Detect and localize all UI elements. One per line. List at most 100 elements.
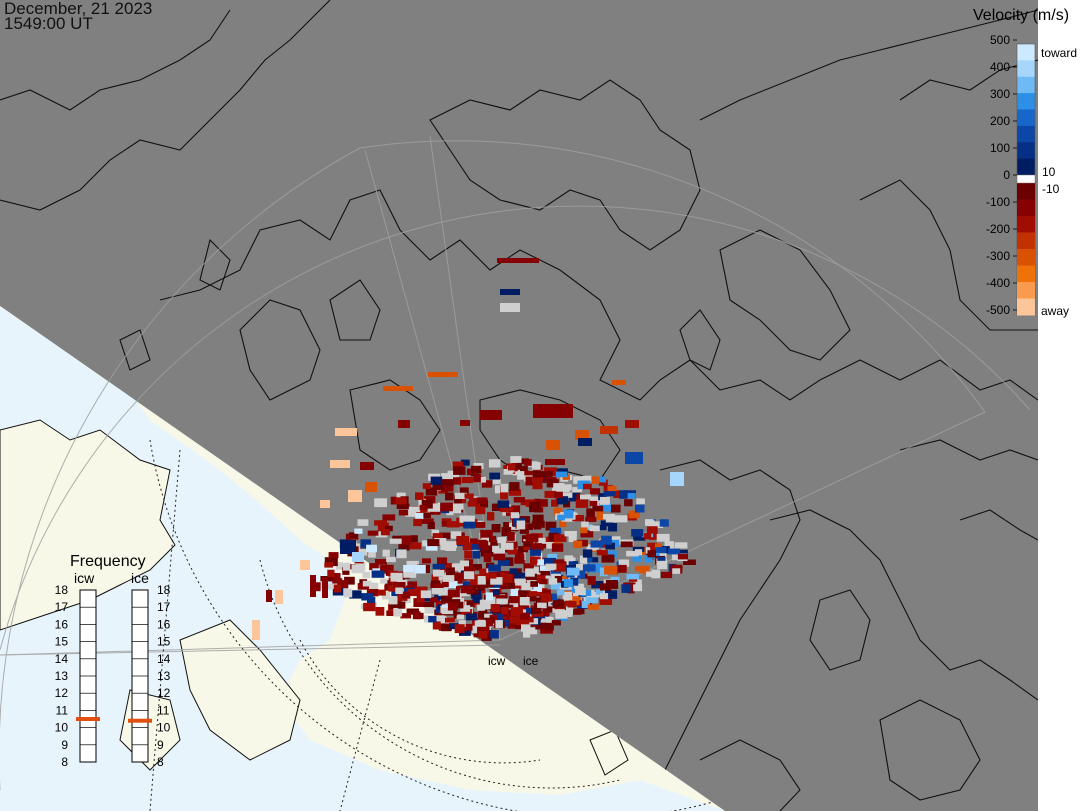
- radar-cell: [510, 607, 523, 617]
- radar-cell: [348, 490, 362, 502]
- radar-cell: [452, 461, 464, 470]
- radar-cell: [573, 540, 583, 548]
- radar-cell: [572, 487, 583, 493]
- radar-cell: [598, 479, 608, 486]
- radar-cell: [566, 606, 573, 616]
- radar-cell: [410, 535, 418, 543]
- colorbar-tick-label: -500: [986, 303, 1010, 317]
- radar-cell: [532, 514, 544, 522]
- radar-cell: [445, 541, 457, 549]
- radar-cell: [647, 550, 656, 558]
- radar-cell: [491, 503, 501, 511]
- radar-cell: [599, 583, 612, 591]
- radar-cell: [425, 487, 438, 496]
- colorbar-away-segment: [1017, 232, 1035, 250]
- radar-cell: [398, 544, 410, 551]
- radar-cell: [599, 567, 608, 577]
- radar-cell: [542, 606, 553, 613]
- radar-cell: [415, 512, 424, 520]
- radar-cell: [557, 609, 565, 618]
- radar-velocity-cells: [252, 258, 696, 641]
- frequency-tick-label: 18: [55, 583, 69, 597]
- radar-cell: [613, 490, 622, 498]
- radar-cell: [383, 386, 413, 391]
- radar-cell: [562, 591, 573, 601]
- radar-cell: [315, 582, 328, 589]
- radar-cell: [554, 534, 567, 542]
- frequency-tick-label: 10: [157, 721, 171, 735]
- radar-cell: [575, 430, 589, 440]
- radar-cell: [420, 590, 432, 599]
- radar-cell: [398, 509, 409, 516]
- radar-cell: [428, 616, 437, 623]
- radar-cell: [395, 587, 403, 594]
- radar-cell: [510, 588, 520, 597]
- radar-cell: [377, 522, 389, 531]
- radar-cell: [441, 479, 454, 487]
- radar-cell: [544, 622, 554, 631]
- radar-cell: [548, 605, 561, 613]
- radar-cell: [413, 598, 425, 607]
- radar-cell: [507, 463, 516, 471]
- colorbar-away-segment: [1017, 282, 1035, 299]
- radar-cell: [343, 588, 353, 598]
- radar-cell: [477, 604, 485, 611]
- radar-cell: [601, 554, 615, 563]
- frequency-tick-label: 18: [157, 583, 171, 597]
- radar-cell: [477, 576, 486, 585]
- radar-cell: [582, 475, 592, 483]
- radar-cell: [568, 534, 577, 542]
- radar-cell: [537, 602, 547, 609]
- radar-cell: [644, 555, 653, 563]
- frequency-tick-label: 11: [56, 703, 69, 717]
- radar-cell: [369, 563, 379, 571]
- radar-cell: [486, 630, 499, 639]
- radar-cell: [374, 498, 387, 508]
- radar-cell: [494, 485, 505, 494]
- radar-cell: [634, 549, 643, 556]
- radar-cell: [463, 571, 475, 580]
- radar-cell: [580, 530, 594, 538]
- radar-cell: [469, 538, 478, 546]
- radar-cell: [512, 468, 525, 476]
- radar-cell: [596, 511, 604, 521]
- radar-cell: [489, 472, 500, 480]
- radar-cell: [464, 550, 473, 559]
- radar-cell: [398, 420, 410, 428]
- radar-cell: [581, 521, 589, 529]
- frequency-panel: Frequency icw ice 18 18 17 17 16 16 15 15 14 14 13…: [55, 553, 171, 769]
- radar-cell: [475, 506, 486, 515]
- colorbar-toward-segment: [1017, 125, 1035, 143]
- radar-cell: [587, 604, 600, 610]
- frequency-tick-label: 16: [157, 617, 171, 631]
- radar-cell: [463, 521, 476, 529]
- geo-grid-dayside: [149, 439, 721, 811]
- radar-cell: [497, 258, 539, 263]
- radar-cell: [568, 587, 578, 593]
- radar-cell: [563, 509, 574, 519]
- radar-cell: [419, 504, 428, 511]
- radar-cell: [461, 609, 472, 615]
- radar-cell: [587, 576, 596, 585]
- colorbar-tick-label: -400: [986, 276, 1010, 290]
- radar-cell: [342, 567, 350, 575]
- radar-cell: [500, 607, 509, 615]
- radar-cell: [517, 458, 529, 465]
- radar-cell: [575, 587, 586, 596]
- radar-cell: [525, 476, 533, 486]
- radar-cell: [434, 538, 447, 545]
- radar-cell: [502, 573, 513, 583]
- radar-cell: [490, 604, 500, 612]
- radar-cell: [424, 607, 437, 614]
- radar-cell: [672, 568, 681, 574]
- radar-cell: [398, 601, 406, 609]
- radar-cell: [628, 510, 640, 519]
- frequency-radar-label-ice: ice: [131, 570, 149, 586]
- radar-cell: [530, 473, 544, 482]
- radar-cell: [388, 577, 398, 586]
- radar-cell: [396, 503, 410, 509]
- radar-cell: [447, 581, 458, 589]
- radar-cell: [508, 489, 522, 496]
- title-date: December, 21 2023: [4, 0, 153, 18]
- radar-cell: [677, 553, 688, 560]
